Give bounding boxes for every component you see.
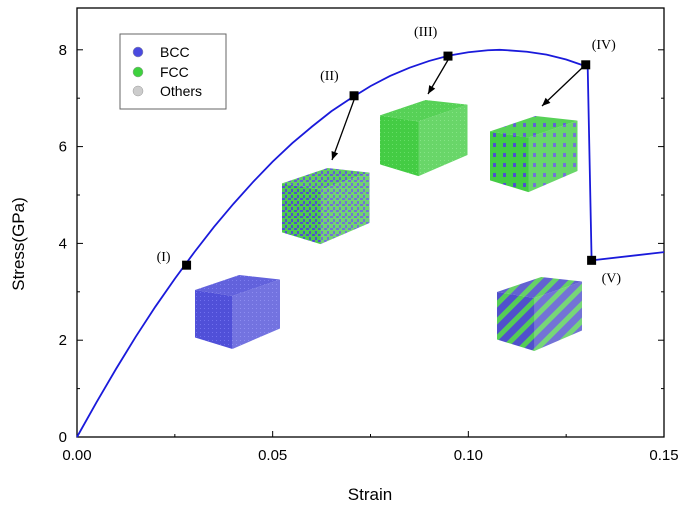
y-tick-label: 2 [59,332,67,349]
x-tick-label: 0.15 [649,447,678,464]
y-tick-label: 8 [59,42,67,59]
cube-front-face [282,183,321,245]
legend-label-others: Others [160,83,202,99]
cube-side-face [418,104,468,177]
arrow-line [331,99,355,161]
cube-side-face [534,281,582,351]
cube-top-face [497,277,582,298]
state-label: (IV) [592,38,616,53]
cube-state-v [497,277,582,351]
state-label: (III) [414,25,438,40]
x-tick-label: 0.10 [454,447,483,464]
arrow-head [542,97,551,106]
state-marker [581,60,591,70]
stress-strain-curve [76,48,665,438]
state-marker [349,91,359,101]
legend-label-fcc: FCC [160,64,189,80]
state-label: (II) [320,69,339,84]
legend-marker-fcc [132,66,144,78]
arrow-line [541,67,583,107]
cube-top-face [282,168,370,190]
legend-marker-bcc [132,46,144,58]
cube-state-iv [490,116,578,193]
state-marker [443,51,453,61]
cube-top-face [380,100,468,122]
cube-side-face [232,279,280,349]
cube-top-face [195,275,280,296]
cube-state-i [195,275,280,349]
cube-state-ii [282,168,370,245]
cube-side-face [320,172,370,245]
legend-label-bcc: BCC [160,44,190,60]
cube-state-iii [380,100,468,177]
legend: BCC FCC Others [119,33,227,110]
cube-front-face [195,289,233,349]
state-label: (V) [602,271,622,286]
cube-front-face [380,115,419,177]
arrow-head [331,151,339,160]
x-tick-label: 0.00 [62,447,91,464]
cube-side-face [528,120,578,193]
state-marker [587,255,597,265]
arrow-head [428,85,436,94]
y-tick-label: 6 [59,139,67,156]
y-tick-label: 4 [59,235,67,252]
y-tick-label: 0 [59,429,67,446]
cube-top-face [490,116,578,138]
state-label: (I) [157,250,171,265]
state-marker [182,260,192,270]
y-axis-label: Stress(GPa) [9,197,28,291]
cube-front-face [497,291,535,351]
x-axis-label: Strain [348,485,392,504]
cube-front-face [490,131,529,193]
legend-marker-others [132,85,144,97]
x-tick-label: 0.05 [258,447,287,464]
